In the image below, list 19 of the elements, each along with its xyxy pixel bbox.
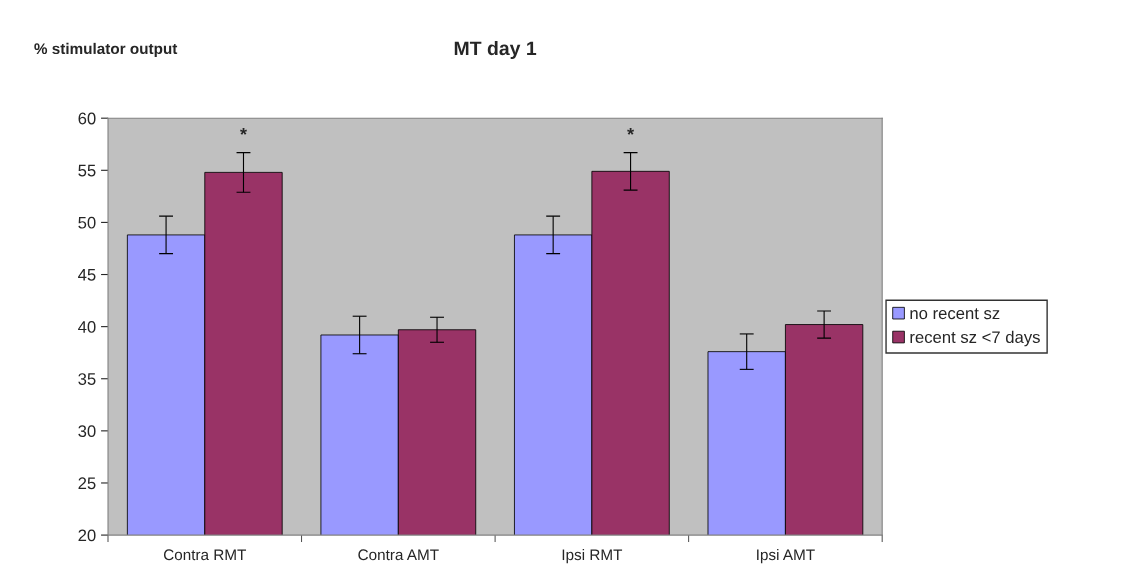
y-tick-label: 20: [78, 529, 96, 542]
annotation: *: [240, 128, 247, 135]
y-tick-label: 30: [78, 425, 96, 438]
chart-title: MT day 1: [454, 40, 537, 60]
x-tick-label: Ipsi AMT: [757, 548, 815, 564]
legend-label: no recent sz: [910, 308, 1000, 320]
annotation: *: [627, 128, 635, 135]
y-tick-label: 50: [78, 216, 96, 229]
legend-label: recent sz <7 days: [910, 330, 1040, 347]
y-tick-label: 60: [78, 112, 96, 125]
y-tick-label: 35: [78, 373, 96, 385]
x-tick-label: Contra AMT: [358, 549, 439, 561]
x-tick-label: Contra RMT: [163, 549, 247, 561]
y-tick-label: 25: [78, 477, 96, 490]
x-tick-label: Ipsi RMT: [562, 548, 623, 564]
y-tick-label: 40: [78, 321, 96, 333]
y-axis-title: % stimulator output: [34, 42, 178, 58]
y-tick-label: 55: [78, 164, 96, 177]
y-tick-label: 45: [78, 269, 96, 281]
